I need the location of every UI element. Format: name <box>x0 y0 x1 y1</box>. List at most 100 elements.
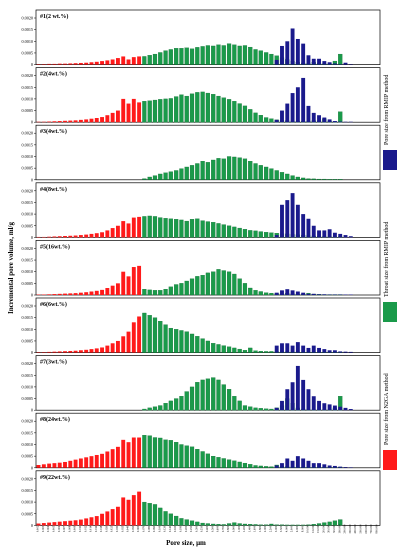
bar-red <box>89 291 94 295</box>
bar-blue <box>301 345 306 353</box>
x-tick-label: 0.700 <box>222 525 225 532</box>
x-tick-label: 0.120 <box>164 525 167 532</box>
bar-red <box>100 513 104 526</box>
bar-red <box>121 98 126 123</box>
bar-green <box>205 453 210 468</box>
bar-green <box>253 112 258 123</box>
panel-label: #5(16wt.%) <box>40 243 70 250</box>
bar-red <box>110 228 115 238</box>
bar-red <box>137 56 142 65</box>
bar-green <box>216 44 221 65</box>
y-tick-label: 0 <box>31 408 33 413</box>
bar-blue <box>327 62 332 65</box>
y-tick-label: 0.0020 <box>21 476 33 481</box>
bar-green <box>195 92 200 123</box>
bar-red <box>105 115 110 123</box>
bar-green <box>237 523 242 526</box>
bar-blue <box>348 409 353 411</box>
bar-red <box>63 120 67 123</box>
bar-green <box>221 224 226 238</box>
bar-red <box>52 522 57 526</box>
bar-red <box>126 499 131 526</box>
y-tick-label: 0.0015 <box>21 85 33 90</box>
y-tick-label: 0.0010 <box>21 269 33 274</box>
bar-green <box>232 522 237 526</box>
bar-red <box>137 265 142 295</box>
bar-green <box>221 524 226 526</box>
bar-red <box>73 459 78 468</box>
bar-red <box>110 285 115 295</box>
bar-red <box>100 347 104 353</box>
bar-red <box>126 276 131 295</box>
bar-red <box>57 236 62 238</box>
bar-blue <box>327 465 332 468</box>
x-tick-label: 0.012 <box>84 525 87 532</box>
y-tick-label: 0.0020 <box>21 16 33 21</box>
x-tick-label: 5.000 <box>291 525 294 532</box>
y-tick-label: 0.0020 <box>21 304 33 309</box>
bar-blue <box>332 405 337 411</box>
bar-green <box>232 44 237 65</box>
bar-blue <box>343 351 348 353</box>
bar-red <box>63 293 67 295</box>
bar-red <box>68 293 73 295</box>
y-tick-label: 0.0005 <box>21 511 33 516</box>
bar-green <box>189 333 195 353</box>
bar-green <box>163 289 168 296</box>
bar-green <box>269 466 274 468</box>
bar-green <box>316 523 322 526</box>
bar-blue <box>311 345 316 353</box>
bar-green <box>189 446 195 468</box>
y-axis-title: Incremental pore volume, ml/g <box>7 222 15 314</box>
bar-red <box>36 523 41 526</box>
x-tick-label: 0.080 <box>148 525 151 532</box>
x-tick-label: 0.800 <box>227 525 230 532</box>
bar-blue <box>338 466 343 468</box>
bar-red <box>78 519 83 526</box>
bar-red <box>57 462 62 468</box>
bar-red <box>131 495 136 526</box>
panel-label: #8(24wt.%) <box>40 416 70 423</box>
bar-red <box>57 121 62 123</box>
bar-green <box>242 350 248 353</box>
panel-label: #6(6wt.%) <box>40 301 67 308</box>
bar-green <box>184 331 189 353</box>
bar-blue <box>311 58 316 65</box>
y-tick-label: 0.0015 <box>21 373 33 378</box>
bar-red <box>126 331 131 353</box>
x-tick-label: 6.000 <box>296 525 299 532</box>
bar-green <box>248 230 253 238</box>
bar-green <box>152 504 158 526</box>
bar-green <box>253 465 258 468</box>
bar-red <box>73 120 78 123</box>
bar-red <box>52 121 57 123</box>
y-tick-label: 0.0020 <box>21 188 33 193</box>
bar-red <box>78 235 83 238</box>
bar-red <box>115 283 120 295</box>
bar-green <box>253 350 258 353</box>
bar-green <box>264 466 269 468</box>
bar-red <box>78 350 83 353</box>
bar-red <box>137 102 142 123</box>
bar-green <box>232 396 237 411</box>
bar-red <box>84 457 89 468</box>
bar-red <box>94 233 99 238</box>
bar-red <box>121 439 126 468</box>
bar-blue <box>301 77 306 123</box>
bar-green <box>200 91 205 123</box>
bar-red <box>68 520 73 526</box>
bar-blue <box>327 229 332 238</box>
bar-red <box>94 290 99 295</box>
bar-blue <box>280 463 284 468</box>
bar-red <box>137 216 142 238</box>
bar-green <box>174 515 179 526</box>
y-tick-label: 0 <box>31 350 33 355</box>
y-tick-label: 0 <box>31 235 33 240</box>
bar-green <box>232 101 237 123</box>
bar-blue <box>290 345 295 353</box>
bar-green <box>189 386 195 411</box>
bar-green <box>237 45 242 65</box>
bar-green <box>242 45 248 65</box>
bar-blue <box>301 379 306 411</box>
bar-green <box>179 283 184 296</box>
